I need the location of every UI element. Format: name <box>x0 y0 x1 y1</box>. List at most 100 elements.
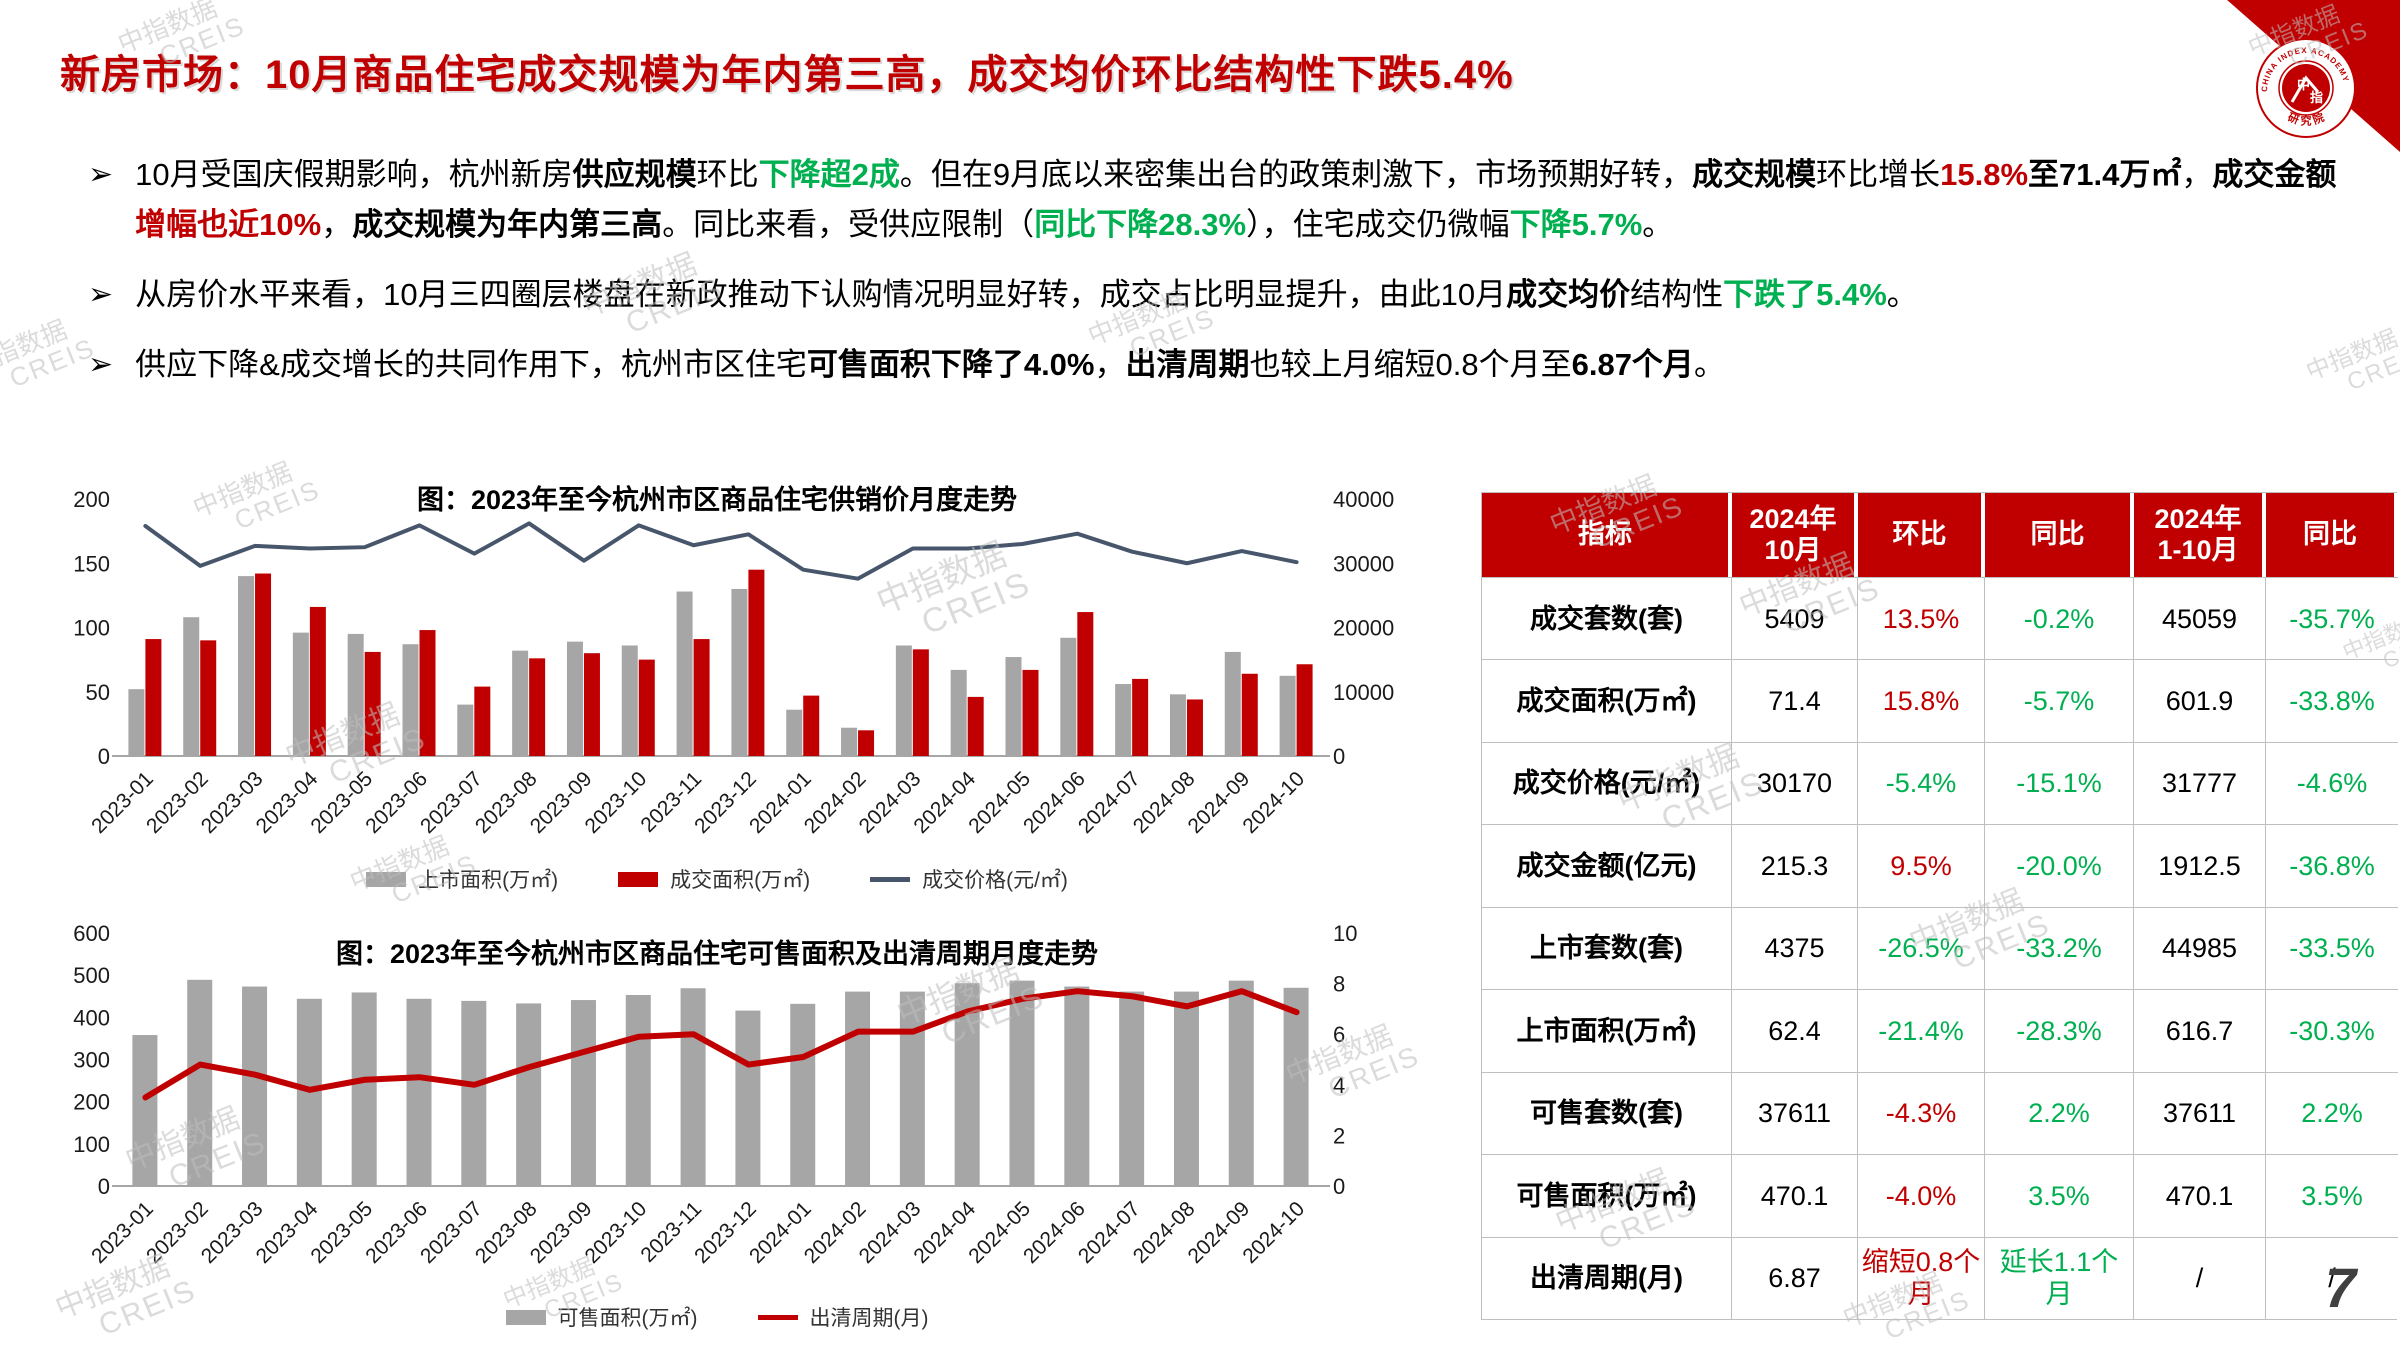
bar-成交面积(万㎡) <box>1241 673 1258 756</box>
bar-成交面积(万㎡) <box>364 651 381 756</box>
bar-上市面积(万㎡) <box>950 669 967 756</box>
bar-成交面积(万㎡) <box>858 730 875 756</box>
table-cell: -4.0% <box>1858 1154 1985 1237</box>
table-cell: -4.3% <box>1858 1071 1985 1155</box>
bar-成交面积(万㎡) <box>1132 678 1149 756</box>
indicator-table: 指标 2024年 10月 环比 同比 2024年 1-10月 同比 成交套数(套) 5409 1… <box>1481 492 2398 1320</box>
bar-成交面积(万㎡) <box>474 686 491 756</box>
bar-上市面积(万㎡) <box>1115 684 1132 756</box>
table-cell: / <box>2134 1236 2266 1319</box>
table-header-cell: 2024年 10月 <box>1732 493 1858 577</box>
bar-可售面积(万㎡) <box>187 979 213 1186</box>
bar-成交面积(万㎡) <box>803 695 820 756</box>
bar-成交面积(万㎡) <box>912 649 929 756</box>
table-cell: -4.6% <box>2266 741 2398 825</box>
table-cell: -5.4% <box>1858 741 1985 825</box>
bar-成交面积(万㎡) <box>145 639 162 756</box>
axis-tick-label: 100 <box>73 1132 110 1157</box>
bar-可售面积(万㎡) <box>1064 986 1090 1186</box>
bar-成交面积(万㎡) <box>1077 612 1094 756</box>
legend-swatch <box>618 871 659 887</box>
bullet-text: 10月受国庆假期影响，杭州新房供应规模环比下降超2成。但在9月底以来密集出台的政… <box>135 157 2337 242</box>
bar-上市面积(万㎡) <box>512 650 529 756</box>
bullet-text: 供应下降&成交增长的共同作用下，杭州市区住宅可售面积下降了4.0%，出清周期也较… <box>135 347 1725 382</box>
table-cell: -33.5% <box>2266 906 2398 990</box>
inventory-clearing-chart-svg: 010020030040050060002468102023-012023-02… <box>73 921 1357 1268</box>
legend-label: 可售面积(万㎡) <box>557 1307 698 1330</box>
supply-sale-price-chart-svg: 0501001502000100002000030000400002023-01… <box>73 487 1394 838</box>
axis-tick-label: 6 <box>1333 1022 1345 1047</box>
bar-上市面积(万㎡) <box>1060 637 1077 756</box>
bar-成交面积(万㎡) <box>693 639 710 756</box>
table-row-label: 上市套数(套) <box>1482 906 1732 990</box>
chart-title: 图：2023年至今杭州市区商品住宅供销价月度走势 <box>416 485 1018 515</box>
axis-tick-label: 200 <box>73 1090 110 1115</box>
bar-可售面积(万㎡) <box>461 1000 487 1186</box>
bar-上市面积(万㎡) <box>731 588 748 756</box>
bar-上市面积(万㎡) <box>347 633 364 756</box>
legend-swatch <box>505 1309 546 1325</box>
bullet-arrow-icon: ➢ <box>88 278 114 311</box>
bullet-text: 从房价水平来看，10月三四圈层楼盘在新政推动下认购情况明显好转，成交占比明显提升… <box>135 277 1918 312</box>
svg-text:中: 中 <box>2297 77 2310 92</box>
legend-label: 出清周期(月) <box>809 1307 929 1330</box>
bullet-item: ➢ 10月受国庆假期影响，杭州新房供应规模环比下降超2成。但在9月底以来密集出台的… <box>88 150 2346 250</box>
axis-tick-label: 400 <box>73 1005 110 1030</box>
bar-上市面积(万㎡) <box>1279 675 1296 756</box>
table-cell: 9.5% <box>1858 824 1985 907</box>
table-row-label: 成交金额(亿元) <box>1482 824 1732 907</box>
table-cell: 4375 <box>1732 906 1858 990</box>
bar-上市面积(万㎡) <box>786 709 803 756</box>
axis-tick-label: 600 <box>73 921 110 946</box>
legend-item: 上市面积(万㎡) <box>366 864 558 894</box>
table-header-cell: 同比 <box>1985 493 2134 577</box>
table-cell: 45059 <box>2134 577 2266 660</box>
bar-可售面积(万㎡) <box>351 992 377 1186</box>
legend-swatch <box>366 871 407 887</box>
table-cell: 13.5% <box>1858 577 1985 660</box>
bar-可售面积(万㎡) <box>132 1035 158 1186</box>
table-cell: 2.2% <box>1985 1071 2134 1155</box>
bar-可售面积(万㎡) <box>242 986 268 1186</box>
bar-成交面积(万㎡) <box>309 606 326 756</box>
bar-可售面积(万㎡) <box>790 1003 816 1186</box>
table-cell: 37611 <box>2134 1071 2266 1155</box>
bar-上市面积(万㎡) <box>238 576 255 756</box>
china-index-academy-logo-icon: 中 指 CHINA INDEX ACADEMY 研 究 院 <box>2256 38 2356 138</box>
table-cell: -5.7% <box>1985 659 2134 742</box>
svg-text:指: 指 <box>2310 90 2323 105</box>
legend-label: 上市面积(万㎡) <box>418 869 559 892</box>
bar-上市面积(万㎡) <box>457 704 474 756</box>
bullet-item: ➢ 从房价水平来看，10月三四圈层楼盘在新政推动下认购情况明显好转，成交占比明显提… <box>88 270 2346 320</box>
bar-成交面积(万㎡) <box>1022 669 1039 756</box>
legend-item: 成交面积(万㎡) <box>618 864 810 894</box>
table-cell: -20.0% <box>1985 824 2134 907</box>
axis-tick-label: 0 <box>98 744 110 769</box>
table-cell: 470.1 <box>2134 1154 2266 1237</box>
table-cell: 470.1 <box>1732 1154 1858 1237</box>
bar-上市面积(万㎡) <box>1169 694 1186 756</box>
line-成交价格(元/㎡) <box>143 521 1299 581</box>
bar-可售面积(万㎡) <box>570 1000 596 1186</box>
table-cell: 44985 <box>2134 906 2266 990</box>
axis-tick-label: 10 <box>1333 921 1357 946</box>
supply-sale-price-chart: 0 50 100 150 200 0 10000 20000 30000 40000 2023-01… <box>52 466 1400 910</box>
line-出清周期(月) <box>142 988 1300 1101</box>
bar-可售面积(万㎡) <box>680 988 706 1186</box>
axis-tick-label: 150 <box>73 551 110 576</box>
chart-title: 图：2023年至今杭州市区商品住宅可售面积及出清周期月度走势 <box>335 939 1099 969</box>
axis-tick-label: 40000 <box>1333 487 1394 512</box>
table-cell: 3.5% <box>2266 1154 2398 1237</box>
table-cell: -15.1% <box>1985 741 2134 825</box>
bar-可售面积(万㎡) <box>1173 991 1199 1186</box>
legend-swatch <box>757 1314 798 1320</box>
table-cell: -36.8% <box>2266 824 2398 907</box>
axis-tick-label: 0 <box>98 1174 110 1199</box>
legend-label: 成交面积(万㎡) <box>670 869 811 892</box>
table-cell: 6.87 <box>1732 1236 1858 1319</box>
chart-legend: 可售面积(万㎡) 出清周期(月) <box>52 1302 1382 1332</box>
bar-成交面积(万㎡) <box>1186 699 1203 756</box>
bar-成交面积(万㎡) <box>967 696 984 756</box>
bar-可售面积(万㎡) <box>406 998 432 1186</box>
